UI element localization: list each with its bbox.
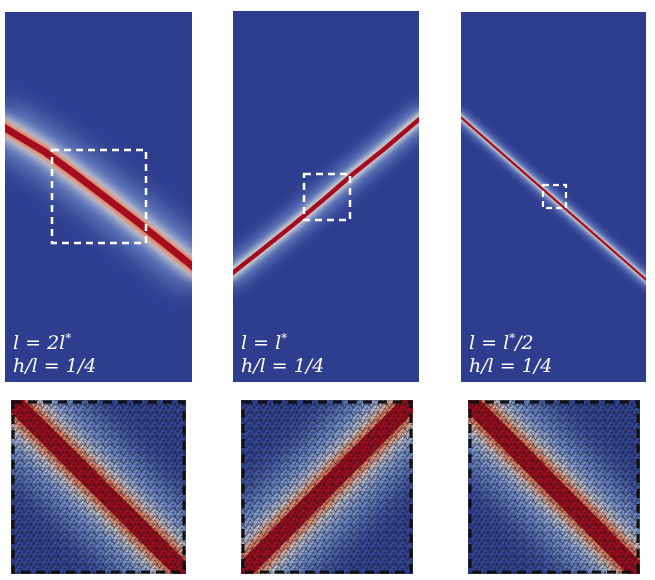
panel-label: l = l* h/l = 1/4 [241,327,324,378]
crack-field-plot [461,12,646,382]
zoom-box [541,183,568,210]
mesh-closeup [241,400,413,574]
panel-label: l = l*/2 h/l = 1/4 [469,327,552,378]
crack-field-plot [233,11,419,382]
mesh-ratio-label: h/l = 1/4 [241,355,325,377]
panel-label: l = 2l* h/l = 1/4 [13,327,96,378]
zoom-box [302,172,352,222]
phase-field-panel-1: l = 2l* h/l = 1/4 [5,12,192,382]
length-scale-label: l = l*/2 [469,331,534,354]
inset-border [11,400,186,574]
length-scale-label: l = 2l* [13,331,72,354]
mesh-closeup [11,400,186,574]
length-scale-label: l = l* [241,331,288,354]
mesh-ratio-label: h/l = 1/4 [469,355,553,377]
mesh-inset-1 [11,400,186,574]
crack-field-plot [5,12,192,382]
mesh-inset-3 [468,400,640,574]
inset-border [468,400,640,574]
mesh-closeup [468,400,640,574]
mesh-ratio-label: h/l = 1/4 [13,355,97,377]
phase-field-panel-3: l = l*/2 h/l = 1/4 [461,12,646,382]
phase-field-panel-2: l = l* h/l = 1/4 [233,11,419,382]
inset-border [241,400,413,574]
mesh-inset-2 [241,400,413,574]
zoom-box [50,148,148,245]
